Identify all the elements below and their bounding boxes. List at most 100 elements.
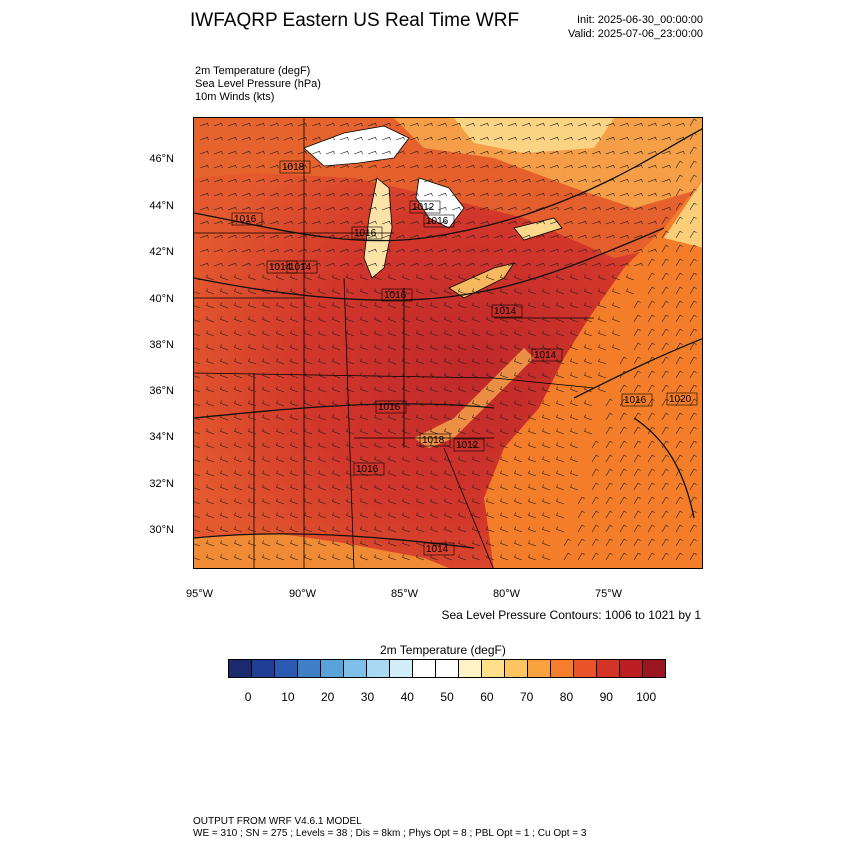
wind-barb — [591, 192, 601, 197]
wind-barb — [374, 414, 383, 421]
wind-barb — [339, 178, 349, 183]
wind-barb — [633, 552, 641, 561]
wind-barb — [500, 372, 509, 379]
wind-barb — [241, 136, 251, 141]
wind-barb — [626, 288, 635, 295]
wind-barb — [619, 370, 627, 379]
wind-barb — [395, 136, 405, 141]
wind-barb — [304, 484, 313, 491]
wind-barb — [619, 206, 629, 211]
wind-barb — [248, 400, 257, 407]
wind-barb — [675, 384, 683, 393]
wind-barb — [276, 554, 285, 561]
colorbar-title: 2m Temperature (degF) — [380, 643, 506, 657]
wind-barb — [276, 428, 285, 435]
wind-barb — [437, 164, 447, 169]
wind-barb — [353, 248, 363, 253]
wind-barb — [199, 262, 209, 267]
wind-barb — [458, 526, 467, 533]
wind-barb — [395, 122, 405, 127]
cool-ocean-patch — [664, 181, 702, 248]
wind-barb — [612, 344, 621, 351]
wind-barb — [689, 356, 697, 365]
wind-barb — [416, 470, 425, 477]
wind-barb — [437, 220, 447, 225]
wind-barb — [290, 288, 299, 295]
wind-barb — [290, 302, 299, 309]
wind-barb — [542, 428, 551, 435]
wind-barb — [374, 372, 383, 379]
wind-barb — [577, 136, 587, 141]
lake-erie — [448, 262, 515, 299]
wind-barb — [269, 192, 279, 197]
wind-barb — [437, 234, 447, 239]
wind-barb — [633, 440, 641, 449]
wind-barb — [647, 552, 655, 561]
wind-barb — [577, 206, 587, 211]
wind-barb — [199, 234, 209, 239]
wind-barb — [276, 442, 285, 449]
wind-barb — [570, 484, 579, 491]
wind-barb — [304, 498, 313, 505]
wind-barb — [346, 288, 355, 295]
wind-barb — [486, 526, 495, 533]
wind-barb — [339, 248, 349, 253]
wind-barb — [486, 414, 495, 421]
wind-barb — [528, 484, 537, 491]
wind-barb — [367, 122, 377, 127]
wind-barb — [493, 192, 503, 197]
wind-barb — [458, 512, 467, 519]
wind-barb — [213, 220, 223, 225]
wind-barb — [213, 122, 223, 127]
wind-barb — [255, 192, 265, 197]
colorbar-swatch — [551, 660, 574, 677]
wind-barb — [661, 122, 671, 127]
wind-barb — [332, 526, 341, 533]
wind-barb — [283, 192, 293, 197]
isobar-label: 1016 — [423, 214, 455, 228]
wind-barb — [570, 358, 579, 365]
wind-barb — [458, 358, 467, 365]
wind-barb — [194, 361, 201, 365]
wind-barb — [220, 330, 229, 337]
wind-barb — [255, 206, 265, 211]
wind-barb — [416, 540, 425, 547]
svg-text:1012: 1012 — [412, 202, 435, 213]
wind-barb — [220, 512, 229, 519]
wind-barb — [206, 554, 215, 561]
wind-barb — [199, 150, 209, 155]
wind-barb — [409, 248, 419, 253]
wind-barb — [255, 150, 265, 155]
weather-map: 1018 1016 1016 1016 1014 1012 1016 1014 1014 1016… — [193, 117, 703, 569]
wind-barb — [591, 524, 599, 533]
wind-barb — [332, 456, 341, 463]
wind-barb — [507, 248, 517, 253]
colorbar-swatch — [321, 660, 344, 677]
wind-barb — [661, 136, 671, 141]
wind-barb — [486, 540, 495, 547]
wind-barb — [465, 192, 475, 197]
wind-barb — [619, 384, 627, 393]
wind-barb — [591, 220, 601, 225]
wind-barb — [661, 258, 669, 267]
wind-barb — [220, 386, 229, 393]
colorbar-tick-label: 70 — [520, 690, 534, 704]
wind-barb — [675, 342, 683, 351]
wind-barb — [227, 178, 237, 183]
wind-barb — [486, 456, 495, 463]
wind-barb — [304, 274, 313, 281]
wind-barb — [444, 470, 453, 477]
wind-barb — [661, 244, 669, 253]
wind-barb — [479, 178, 489, 183]
wind-barb — [647, 220, 657, 225]
wind-barb — [381, 178, 391, 183]
wind-barb — [619, 454, 627, 463]
wind-barb — [500, 316, 509, 323]
wind-barb — [430, 554, 439, 561]
wind-barb — [304, 288, 313, 295]
wind-barb — [276, 330, 285, 337]
wind-barb — [591, 482, 599, 491]
wind-barb — [367, 178, 377, 183]
wind-barb — [262, 344, 271, 351]
wind-barb — [194, 403, 201, 407]
